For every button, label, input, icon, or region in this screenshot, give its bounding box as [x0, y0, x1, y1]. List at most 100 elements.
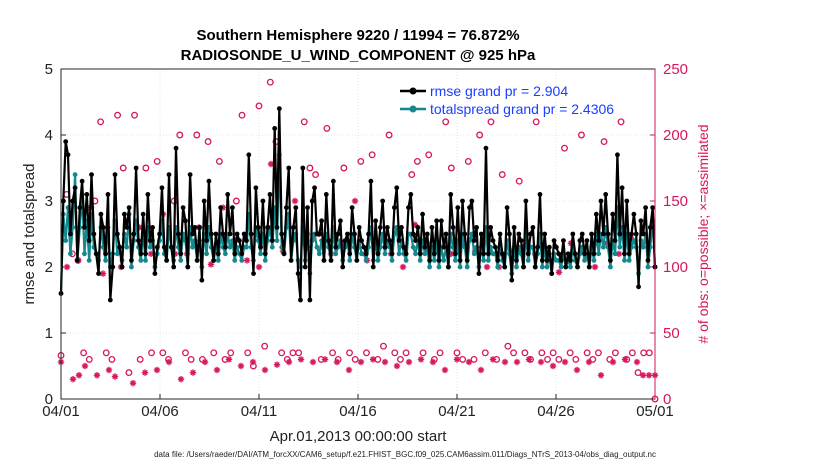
obs-assimilated-point — [189, 369, 197, 376]
obs-possible-point — [504, 342, 512, 350]
legend: rmse grand pr = 2.904 totalspread grand … — [400, 83, 614, 117]
rmse-point — [436, 258, 442, 263]
totalspread-point — [626, 258, 632, 263]
obs-assimilated-point — [573, 366, 581, 374]
totalspread-point — [568, 264, 573, 270]
rmse-point — [504, 205, 510, 211]
totalspread-point — [457, 264, 463, 270]
series-layer — [57, 68, 659, 403]
rmse-point — [206, 178, 212, 184]
obs-possible-point — [634, 369, 642, 377]
x-tick-label: 04/11 — [241, 403, 277, 420]
rmse-point — [119, 264, 125, 270]
rmse-point — [464, 258, 470, 263]
rmse-point — [274, 225, 280, 230]
rmse-point — [262, 251, 268, 257]
rmse-point — [377, 225, 383, 230]
obs-possible-point — [148, 349, 155, 357]
obs-assimilated-point — [273, 361, 281, 368]
totalspread-point — [103, 258, 109, 263]
rmse-point — [140, 211, 146, 217]
obs-assimilated-point — [153, 366, 161, 374]
rmse-point — [281, 251, 287, 257]
obs-assimilated-point — [177, 376, 185, 383]
rmse-point — [269, 238, 275, 244]
y-right-tick-label: 50 — [663, 325, 680, 342]
obs-assimilated-point — [441, 366, 449, 374]
totalspread-point — [485, 258, 491, 263]
totalspread-point — [600, 244, 606, 250]
rmse-point — [241, 231, 247, 237]
obs-assimilated-point — [309, 358, 317, 366]
totalspread-point — [612, 251, 618, 257]
rmse-point — [345, 231, 350, 237]
rmse-point — [190, 231, 195, 237]
rmse-point — [276, 106, 282, 111]
rmse-point — [164, 258, 170, 263]
obs-possible-point — [380, 342, 387, 350]
rmse-point — [373, 218, 379, 224]
x-axis-label: Apr.01,2013 00:00:00 start — [270, 428, 448, 445]
totalspread-point — [495, 264, 501, 270]
rmse-point — [525, 251, 531, 257]
totalspread-point — [227, 244, 233, 250]
rmse-point — [514, 258, 519, 263]
obs-possible-point — [532, 118, 540, 126]
obs-possible-point — [617, 118, 625, 126]
rmse-point — [175, 231, 181, 237]
obs-possible-point — [300, 118, 308, 126]
obs-possible-point — [114, 111, 122, 119]
rmse-point — [143, 251, 148, 257]
y-tick-label: 3 — [45, 193, 53, 210]
rmse-point — [300, 165, 306, 171]
rmse-point — [352, 231, 357, 237]
totalspread-point — [596, 251, 602, 257]
totalspread-point — [138, 258, 144, 263]
rmse-point — [107, 297, 113, 303]
legend-rmse-label: rmse grand pr = 2.904 — [430, 83, 568, 99]
y-tick-label: 4 — [45, 127, 53, 144]
obs-assimilated-point — [129, 379, 137, 387]
obs-assimilated-point — [639, 372, 647, 379]
totalspread-point — [244, 244, 249, 250]
obs-possible-point — [131, 111, 138, 119]
rmse-point — [105, 192, 111, 197]
obs-possible-point — [295, 349, 303, 357]
obs-assimilated-point — [633, 358, 641, 366]
rmse-point — [136, 238, 141, 244]
rmse-point — [410, 231, 416, 237]
totalspread-point — [453, 258, 458, 263]
totalspread-point — [204, 251, 209, 257]
obs-assimilated-point — [207, 261, 215, 268]
obs-possible-point — [487, 118, 495, 126]
obs-possible-point — [476, 131, 484, 139]
rmse-point — [103, 251, 109, 257]
obs-possible-point — [413, 157, 421, 165]
rmse-point — [213, 231, 219, 237]
rmse-point — [396, 238, 402, 244]
obs-possible-point — [244, 349, 252, 357]
rmse-point — [622, 251, 627, 257]
obs-assimilated-point — [81, 362, 89, 370]
rmse-point — [485, 251, 491, 257]
rmse-point — [326, 238, 332, 244]
rmse-point — [121, 211, 127, 217]
x-tick-label: 04/01 — [42, 403, 80, 420]
rmse-point — [448, 192, 454, 197]
obs-possible-point — [210, 349, 218, 357]
obs-possible-point — [544, 355, 551, 363]
totalspread-point — [431, 258, 437, 263]
rmse-point — [138, 251, 144, 257]
obs-possible-point — [572, 355, 580, 363]
rmse-point — [366, 231, 371, 237]
totalspread-point — [262, 258, 268, 263]
rmse-point — [499, 251, 505, 257]
rmse-point — [229, 205, 235, 211]
obs-assimilated-point — [345, 366, 353, 374]
rmse-point — [460, 198, 465, 204]
totalspread-point — [269, 244, 275, 250]
totalspread-point — [422, 251, 428, 257]
rmse-point — [168, 244, 174, 250]
obs-possible-point — [419, 349, 427, 357]
rmse-point — [194, 258, 200, 263]
